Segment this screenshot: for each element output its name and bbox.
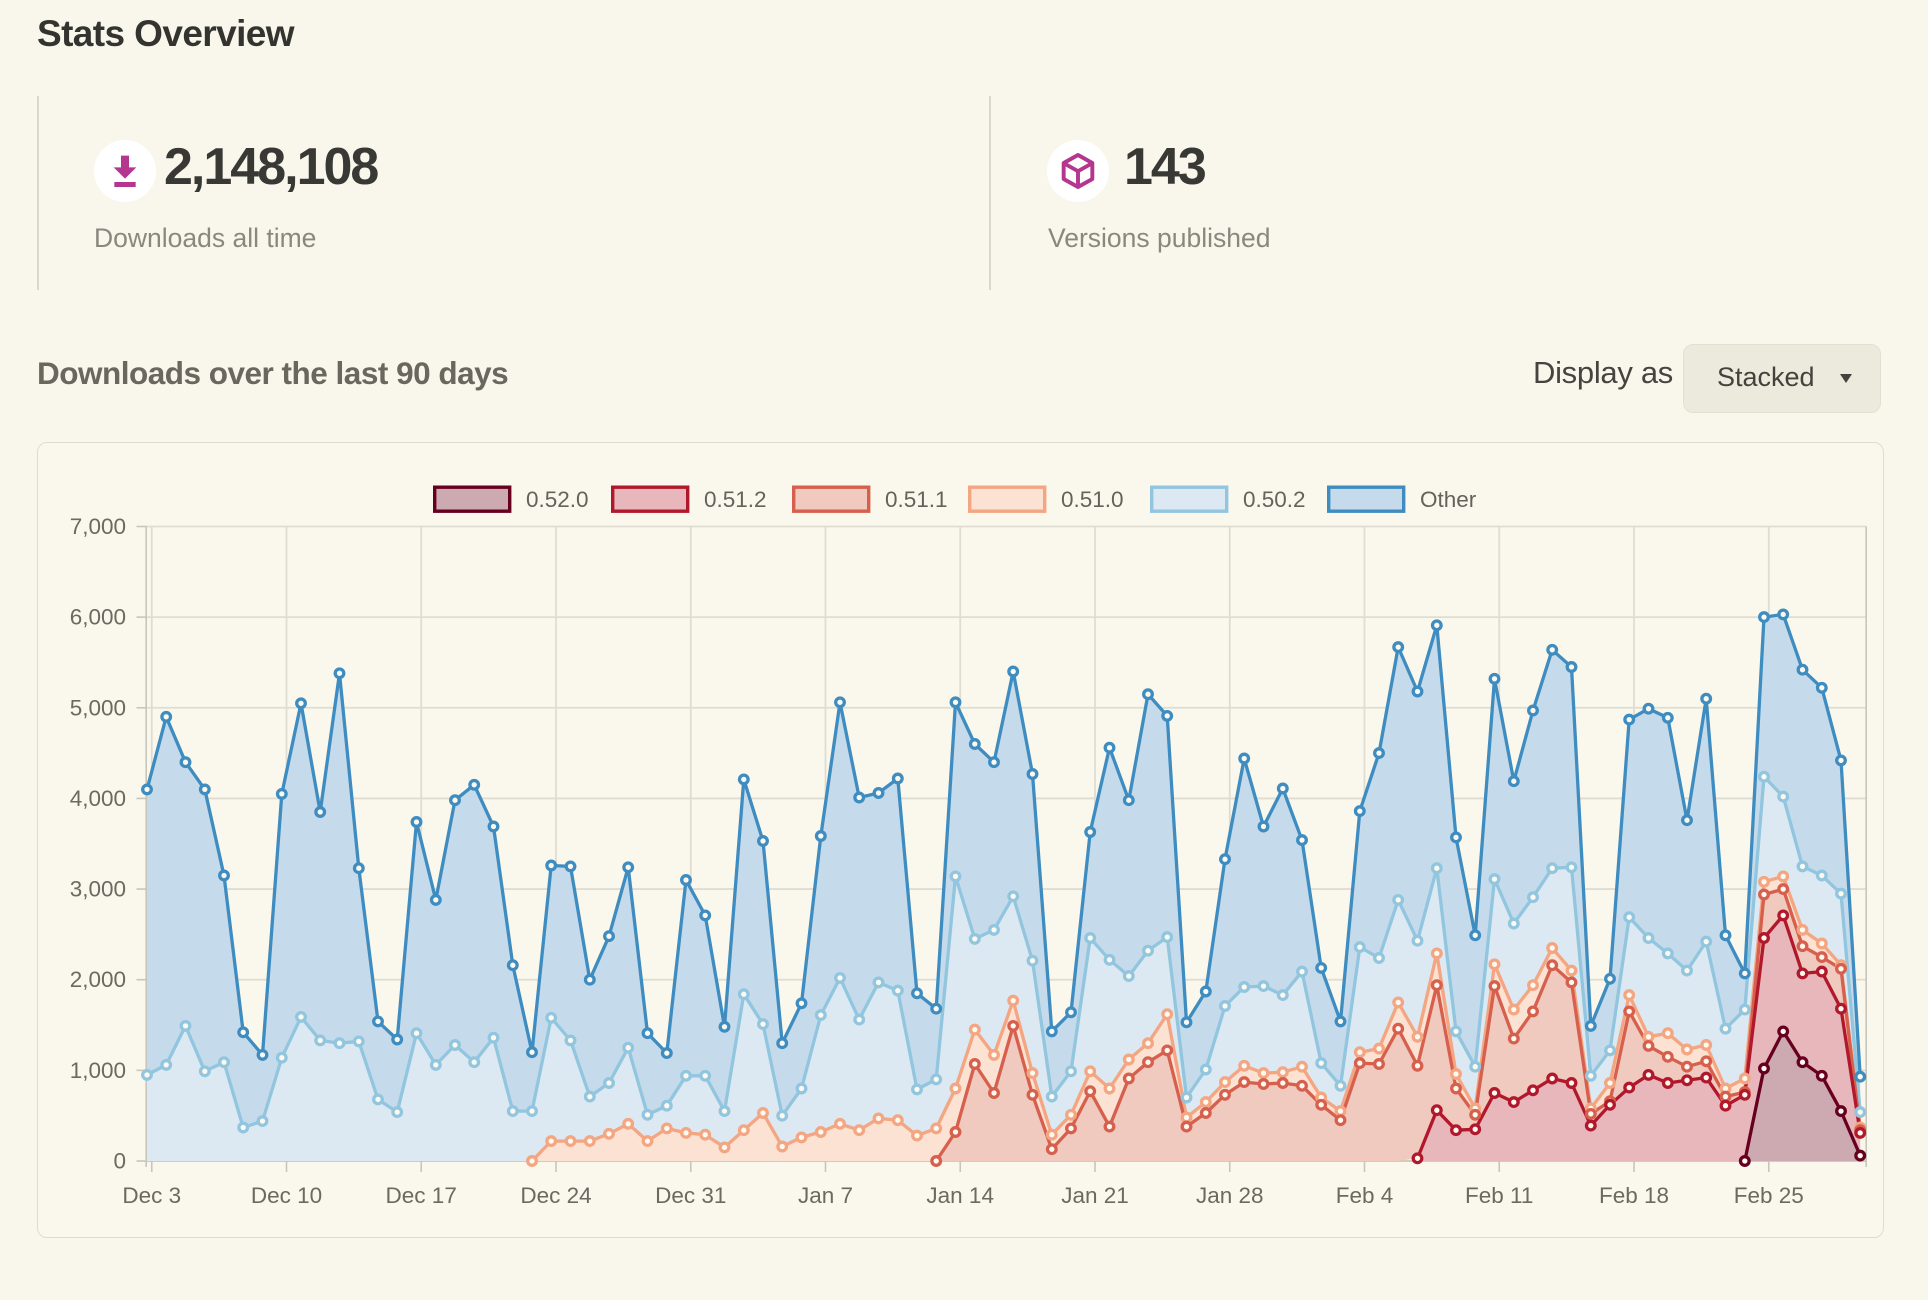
- svg-text:Jan 7: Jan 7: [798, 1183, 853, 1208]
- svg-text:6,000: 6,000: [70, 605, 126, 630]
- svg-text:Dec 31: Dec 31: [655, 1183, 726, 1208]
- svg-text:1,000: 1,000: [70, 1058, 126, 1083]
- svg-text:0: 0: [113, 1149, 126, 1174]
- svg-text:Jan 14: Jan 14: [926, 1183, 994, 1208]
- svg-text:Dec 10: Dec 10: [251, 1183, 322, 1208]
- svg-text:Other: Other: [1420, 487, 1477, 512]
- svg-text:4,000: 4,000: [70, 786, 126, 811]
- svg-text:Jan 28: Jan 28: [1196, 1183, 1264, 1208]
- svg-text:3,000: 3,000: [70, 877, 126, 902]
- svg-text:Dec 24: Dec 24: [520, 1183, 591, 1208]
- svg-text:2,000: 2,000: [70, 967, 126, 992]
- svg-text:0.51.1: 0.51.1: [885, 487, 948, 512]
- svg-text:Feb 18: Feb 18: [1599, 1183, 1669, 1208]
- svg-text:5,000: 5,000: [70, 695, 126, 720]
- svg-text:0.51.0: 0.51.0: [1061, 487, 1124, 512]
- svg-text:Dec 17: Dec 17: [386, 1183, 457, 1208]
- svg-text:Dec 3: Dec 3: [122, 1183, 181, 1208]
- svg-text:Jan 21: Jan 21: [1061, 1183, 1129, 1208]
- svg-text:Feb 25: Feb 25: [1734, 1183, 1804, 1208]
- svg-text:Feb 4: Feb 4: [1336, 1183, 1394, 1208]
- svg-text:7,000: 7,000: [70, 514, 126, 539]
- svg-text:Feb 11: Feb 11: [1465, 1183, 1533, 1208]
- svg-text:0.51.2: 0.51.2: [704, 487, 767, 512]
- svg-text:0.52.0: 0.52.0: [526, 487, 589, 512]
- svg-text:0.50.2: 0.50.2: [1243, 487, 1306, 512]
